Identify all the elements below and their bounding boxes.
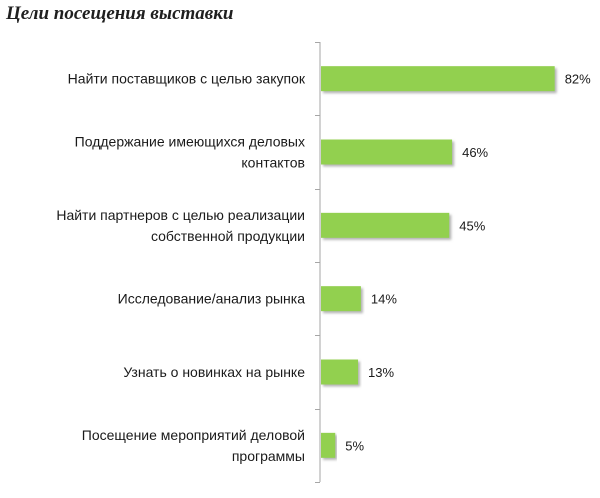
bar — [321, 359, 359, 385]
data-label: 82% — [565, 72, 591, 87]
bar — [321, 139, 453, 165]
bar — [321, 286, 361, 312]
category-label: Посещение мероприятий деловой — [82, 427, 305, 443]
data-label: 14% — [371, 292, 397, 307]
bar — [321, 432, 336, 458]
category-label: собственной продукции — [151, 228, 305, 244]
data-label: 13% — [368, 365, 394, 380]
category-label: программы — [232, 448, 305, 464]
category-label: Найти партнеров с целью реализации — [56, 207, 305, 223]
category-label: контактов — [241, 155, 305, 171]
chart-title: Цели посещения выставки — [6, 3, 234, 24]
category-label: Поддержание имеющихся деловых — [75, 134, 305, 150]
bar — [321, 66, 555, 92]
bar — [321, 212, 450, 238]
data-label: 45% — [459, 218, 485, 233]
category-label: Исследование/анализ рынка — [118, 291, 306, 307]
category-label: Узнать о новинках на рынке — [123, 364, 305, 380]
category-label: Найти поставщиков с целью закупок — [68, 71, 306, 87]
data-label: 5% — [345, 438, 364, 453]
data-label: 46% — [462, 145, 488, 160]
